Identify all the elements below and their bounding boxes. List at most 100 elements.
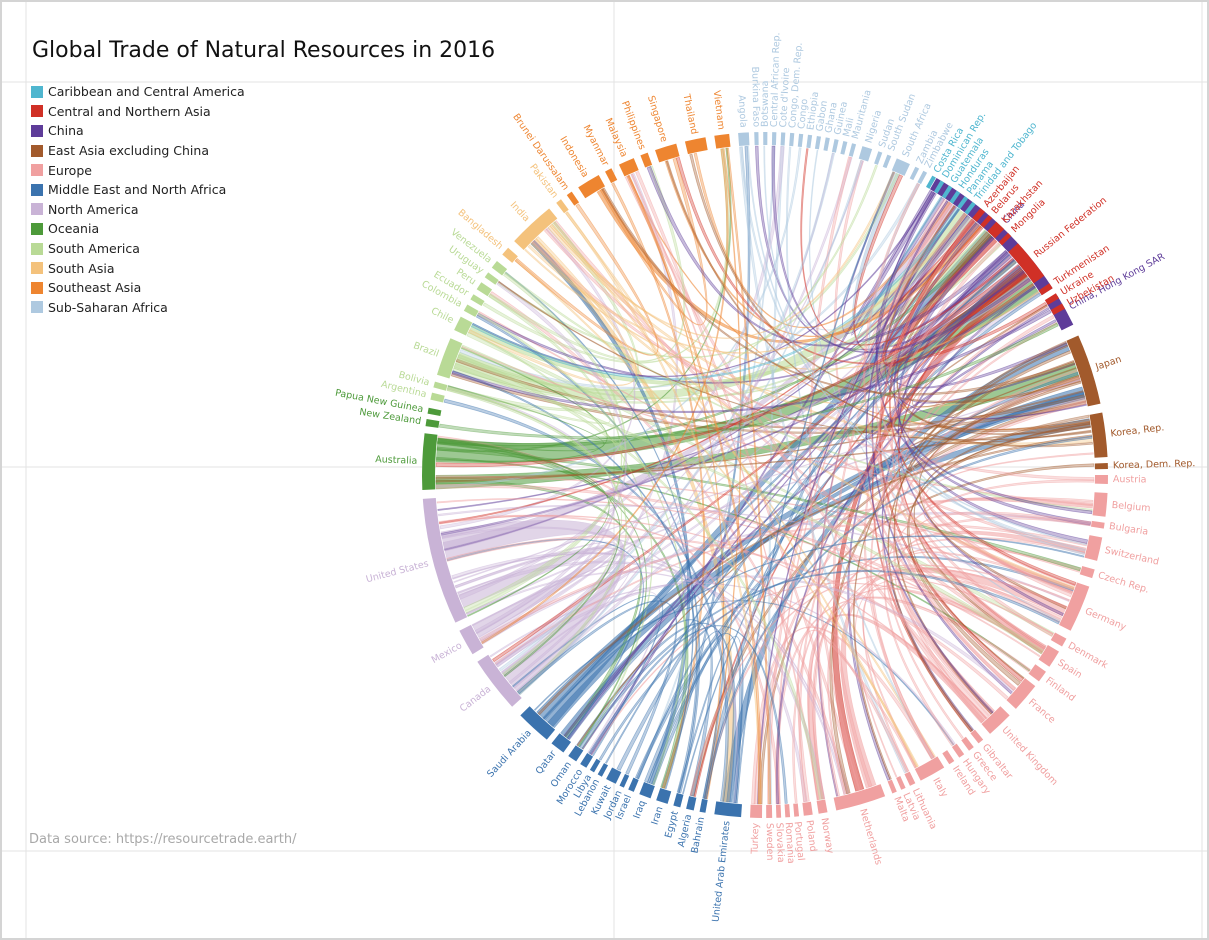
node-arc <box>887 779 897 794</box>
chord-ribbon <box>755 145 1026 351</box>
chord-ribbon <box>565 211 919 768</box>
node-label: Norway <box>819 817 836 855</box>
node-label: United States <box>365 558 430 585</box>
chord-ribbon <box>437 504 1070 602</box>
node-arc <box>1089 412 1108 458</box>
chord-ribbon <box>871 233 992 733</box>
chord-ribbon <box>675 156 1048 365</box>
legend-label: Southeast Asia <box>48 280 142 296</box>
chord-ribbon <box>923 367 1092 445</box>
node-arc <box>941 185 953 199</box>
chord-ribbon <box>489 582 956 745</box>
chord-ribbon <box>912 304 1075 408</box>
chord-ribbon <box>702 219 977 800</box>
chord-ribbon <box>489 291 850 795</box>
node-label: Poland <box>803 820 818 853</box>
node-label: Turkey <box>750 822 762 855</box>
node-arc <box>970 729 984 744</box>
chord-ribbon <box>847 264 1021 781</box>
chord-ribbon <box>566 251 1009 740</box>
node-arc <box>476 282 493 297</box>
chord-ribbon <box>450 372 1087 434</box>
node-arc <box>766 804 773 818</box>
chord-ribbon <box>518 152 835 696</box>
node-label: Myanmar <box>581 123 611 168</box>
chord-ribbon <box>897 250 1064 617</box>
chord-ribbon <box>590 582 1044 756</box>
node-label: Congo <box>796 98 810 129</box>
node-label: Netherlands <box>857 808 884 867</box>
chord-ribbon <box>481 148 729 645</box>
chord-ribbon <box>740 146 1086 552</box>
chord-ribbon <box>816 205 957 797</box>
chord-ribbon <box>868 183 1086 556</box>
chord-ribbon <box>438 514 917 769</box>
chord-ribbon <box>882 220 1035 367</box>
chord-ribbon <box>875 215 1012 357</box>
chord-ribbon <box>853 344 1069 780</box>
chord-ribbon <box>599 157 708 326</box>
chord-ribbon <box>634 390 1085 780</box>
node-arc <box>597 763 609 777</box>
chord-ribbon <box>477 312 686 786</box>
chord-ribbon <box>775 307 1050 805</box>
chord-ribbon <box>435 147 802 488</box>
legend-label: Central and Northern Asia <box>48 103 211 119</box>
node-arc <box>784 804 791 818</box>
chord-ribbon <box>457 560 826 800</box>
node-arc <box>823 137 830 151</box>
chord-ribbon <box>908 423 1091 679</box>
node-arc <box>430 392 445 403</box>
chord-ribbon <box>919 369 1078 595</box>
node-arc <box>422 433 438 490</box>
node-label: Spain <box>1056 657 1084 681</box>
legend-swatch <box>31 85 43 98</box>
legend-item: South America <box>31 239 245 259</box>
legend-item: Middle East and North Africa <box>31 180 245 200</box>
chord-ribbon <box>440 263 1021 539</box>
chord-ribbon <box>884 213 1068 389</box>
node-arc <box>949 190 961 204</box>
node-arc <box>904 771 916 786</box>
chord-ribbon <box>863 182 1047 649</box>
chord-ribbon <box>553 220 1045 653</box>
legend-swatch <box>31 203 43 216</box>
node-arc <box>942 750 955 765</box>
chord-ribbon <box>879 201 1073 598</box>
chord-ribbon <box>689 153 1081 404</box>
node-arc <box>914 756 945 781</box>
chord-ribbon <box>796 630 909 802</box>
chord-ribbon <box>690 397 1087 797</box>
chord-ribbon <box>775 596 1031 805</box>
node-arc <box>1044 293 1060 306</box>
legend-label: North America <box>48 201 139 217</box>
chord-ribbon <box>768 146 785 805</box>
node-arc <box>763 132 768 146</box>
node-arc <box>1092 492 1108 517</box>
chord-ribbon <box>465 397 1086 615</box>
chord-ribbon <box>454 547 626 685</box>
node-arc <box>933 180 945 194</box>
chord-ribbon <box>533 600 955 746</box>
chord-ribbon <box>514 259 919 768</box>
chord-ribbon <box>887 350 1071 733</box>
chord-ribbon <box>689 564 1070 797</box>
chord-ribbon <box>812 516 1091 800</box>
node-arc <box>789 132 795 147</box>
chord-ribbon <box>453 378 1081 583</box>
legend-label: Oceania <box>48 221 100 237</box>
node-arc <box>874 151 883 165</box>
node-arc <box>578 175 606 199</box>
chord-ribbon <box>543 535 1085 720</box>
chord-ribbon <box>452 552 849 794</box>
chord-ribbon <box>851 190 946 336</box>
node-arc <box>998 232 1012 246</box>
node-arc <box>422 498 468 623</box>
chord-ribbon <box>435 479 642 739</box>
chord-ribbon <box>437 442 610 617</box>
chord-ribbon <box>470 207 961 381</box>
chord-ribbon <box>854 578 1054 778</box>
chord-ribbon <box>536 386 1085 720</box>
legend-item: South Asia <box>31 258 245 278</box>
chord-ribbon <box>542 260 1017 721</box>
